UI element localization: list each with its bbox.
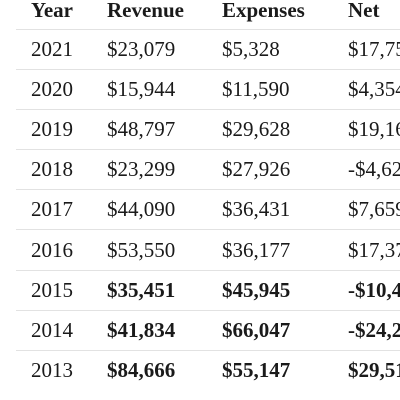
- column-header: Net: [348, 0, 380, 22]
- table-row: 2016 $53,550 $36,177 $17,373: [0, 230, 400, 270]
- value-cell: $23,079: [107, 37, 176, 61]
- year-cell: 2014: [31, 317, 73, 342]
- row-divider: [16, 229, 400, 231]
- year-cell: 2016: [31, 237, 73, 262]
- row-divider: [16, 309, 400, 311]
- row-divider: [16, 69, 400, 70]
- row-divider: [16, 109, 400, 111]
- value-cell: $29,628: [222, 117, 291, 142]
- table-row: 2015 $35,451 $45,945 -$10,494: [0, 270, 400, 310]
- table-row: 2013 $84,666 $55,147 $29,519: [0, 350, 400, 390]
- value-cell: -$24,213: [348, 317, 400, 342]
- value-cell: $23,299: [107, 157, 176, 182]
- row-divider: [16, 29, 400, 30]
- value-cell: $84,666: [107, 357, 176, 382]
- value-cell: $5,328: [222, 37, 280, 61]
- table-row: 2021 $23,079 $5,328 $17,751: [0, 29, 400, 69]
- value-cell: $44,090: [107, 197, 176, 222]
- year-cell: 2018: [31, 157, 73, 182]
- value-cell: $41,834: [107, 317, 176, 342]
- year-cell: 2020: [31, 77, 73, 102]
- value-cell: $48,797: [107, 117, 176, 142]
- value-cell: $4,354: [348, 77, 400, 102]
- table-row: 2018 $23,299 $27,926 -$4,627: [0, 149, 400, 189]
- value-cell: -$4,627: [348, 157, 400, 182]
- row-divider: [16, 349, 400, 351]
- header-row: Year Revenue Expenses Net: [0, 0, 400, 30]
- value-cell: $7,659: [348, 197, 400, 222]
- row-divider: [16, 189, 400, 191]
- year-cell: 2019: [31, 117, 73, 142]
- value-cell: $53,550: [107, 237, 176, 262]
- value-cell: $55,147: [222, 357, 291, 382]
- value-cell: $15,944: [107, 77, 176, 102]
- value-cell: $17,373: [348, 237, 400, 262]
- year-cell: 2015: [31, 277, 73, 302]
- column-header: Expenses: [222, 0, 305, 22]
- value-cell: $27,926: [222, 157, 291, 182]
- year-cell: 2017: [31, 197, 73, 222]
- value-cell: $36,431: [222, 197, 291, 222]
- value-cell: $17,751: [348, 37, 400, 61]
- row-divider: [16, 149, 400, 151]
- value-cell: $66,047: [222, 317, 291, 342]
- value-cell: $35,451: [107, 277, 176, 302]
- value-cell: $19,169: [348, 117, 400, 142]
- column-header: Revenue: [107, 0, 184, 22]
- value-cell: $11,590: [222, 77, 290, 102]
- row-divider: [16, 269, 400, 271]
- table-row: 2020 $15,944 $11,590 $4,354: [0, 69, 400, 109]
- year-cell: 2013: [31, 357, 73, 382]
- column-header: Year: [31, 0, 73, 22]
- value-cell: $36,177: [222, 237, 291, 262]
- value-cell: $29,519: [348, 357, 400, 382]
- year-cell: 2021: [31, 37, 73, 61]
- table-row: 2017 $44,090 $36,431 $7,659: [0, 189, 400, 229]
- value-cell: -$10,494: [348, 277, 400, 302]
- table-row: 2014 $41,834 $66,047 -$24,213: [0, 310, 400, 350]
- table-row: 2019 $48,797 $29,628 $19,169: [0, 109, 400, 149]
- value-cell: $45,945: [222, 277, 291, 302]
